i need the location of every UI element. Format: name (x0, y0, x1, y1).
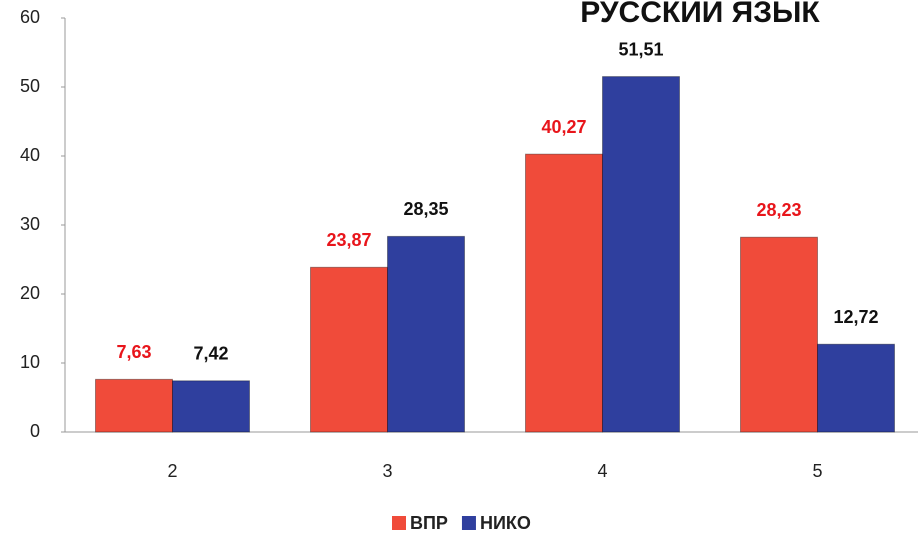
y-tick-label: 50 (20, 76, 40, 96)
legend-label: НИКО (480, 513, 531, 533)
chart-title: РУССКИЙ ЯЗЫК (580, 0, 820, 29)
data-label: 23,87 (326, 230, 371, 250)
data-label: 7,42 (193, 344, 228, 364)
y-tick-label: 0 (30, 421, 40, 441)
legend-swatch (392, 516, 406, 530)
bar (817, 343, 895, 433)
x-tick-label: 2 (167, 461, 177, 481)
x-tick-label: 5 (812, 461, 822, 481)
legend-label: ВПР (410, 513, 448, 533)
bar (172, 380, 250, 433)
data-label: 51,51 (618, 39, 663, 59)
data-label: 7,63 (116, 342, 151, 362)
bar (602, 76, 680, 433)
x-tick-label: 3 (382, 461, 392, 481)
bar (387, 235, 465, 433)
bar (310, 266, 388, 433)
bar (525, 153, 603, 433)
bar (740, 236, 818, 433)
data-label: 28,23 (756, 200, 801, 220)
y-tick-label: 30 (20, 214, 40, 234)
data-label: 40,27 (541, 117, 586, 137)
data-label: 12,72 (833, 307, 878, 327)
y-tick-label: 40 (20, 145, 40, 165)
data-label: 28,35 (403, 199, 448, 219)
x-tick-label: 4 (597, 461, 607, 481)
y-tick-label: 20 (20, 283, 40, 303)
bar (95, 378, 173, 433)
y-tick-label: 10 (20, 352, 40, 372)
y-tick-label: 60 (20, 7, 40, 27)
legend-swatch (461, 516, 476, 530)
